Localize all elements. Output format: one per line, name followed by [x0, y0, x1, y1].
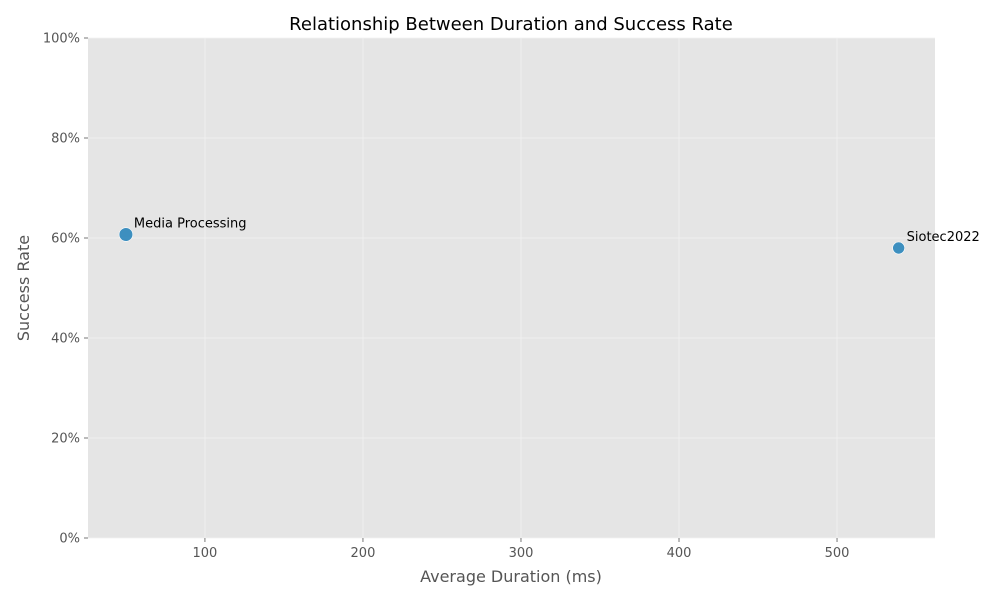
y-tick-label: 60% — [51, 232, 80, 247]
y-tick-label: 20% — [51, 432, 80, 447]
y-tick-label: 80% — [51, 132, 80, 147]
axes: 100 200 300 400 500 0% 20% 40% 60% 80% 100% — [43, 32, 850, 562]
scatter-point[interactable] — [118, 227, 134, 242]
point-label: Media Processing — [134, 217, 247, 232]
y-tick-label: 0% — [59, 532, 80, 547]
x-axis-label: Average Duration (ms) — [420, 567, 602, 586]
x-tick-label: 100 — [193, 546, 218, 561]
data-points: Media Processing Siotec2022 — [118, 217, 980, 255]
x-tick-label: 500 — [825, 546, 850, 561]
y-tick-label: 40% — [51, 332, 80, 347]
y-tick-label: 100% — [43, 32, 80, 47]
x-tick-label: 200 — [351, 546, 376, 561]
x-tick-label: 400 — [667, 546, 692, 561]
scatter-point[interactable] — [892, 241, 905, 255]
plot-area — [88, 38, 935, 538]
point-label: Siotec2022 — [907, 230, 980, 245]
chart-title: Relationship Between Duration and Succes… — [289, 14, 733, 35]
y-axis-label: Success Rate — [14, 235, 33, 341]
x-tick-label: 300 — [509, 546, 534, 561]
grid — [88, 37, 935, 539]
